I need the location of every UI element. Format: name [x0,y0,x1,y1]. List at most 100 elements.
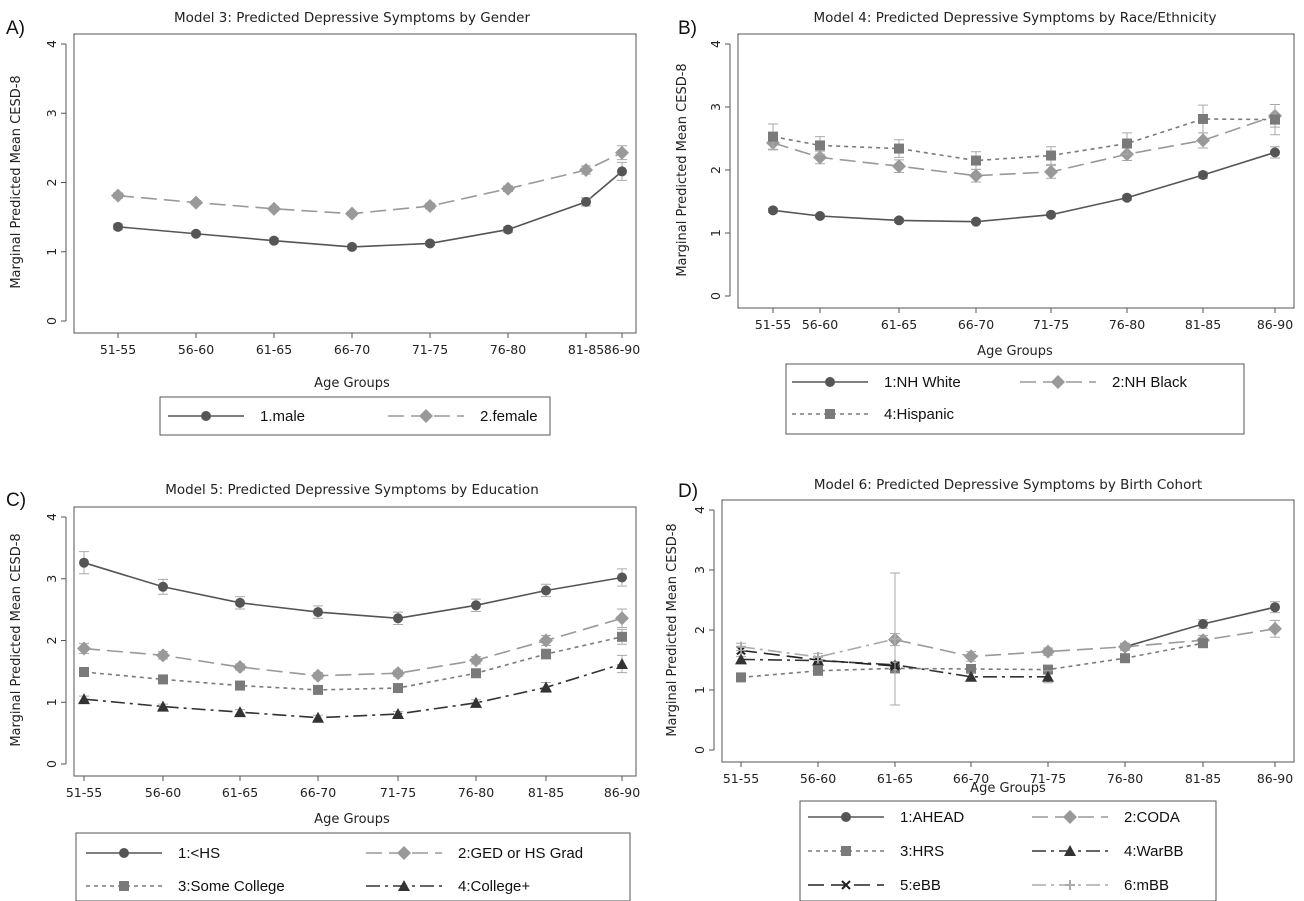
y-tick-label: 0 [708,292,723,300]
y-tick-label: 3 [44,109,59,117]
chart-title: Model 5: Predicted Depressive Symptoms b… [165,482,539,498]
data-point [470,696,482,708]
data-point [392,707,404,719]
series-line [772,151,1276,223]
data-point [1198,619,1208,629]
data-point [1198,113,1208,124]
x-axis-label: Age Groups [314,376,390,391]
legend: 1.male 2.female [159,396,551,436]
data-point [423,199,437,214]
legend-entry: 1.male [260,408,305,425]
data-point [815,210,825,221]
data-point [1118,639,1132,654]
y-axis-label: Marginal Predicted Mean CESD-8 [9,75,24,288]
data-point [617,631,627,642]
data-point [579,163,593,178]
series-line [83,617,623,677]
legend-entry: 1:AHEAD [900,809,964,826]
data-point [890,634,900,644]
data-point [541,585,551,596]
data-point [581,196,591,207]
x-tick-label: 66-70 [334,342,370,357]
y-tick-label: 2 [708,166,723,174]
data-point [503,224,513,235]
y-tick-label: 1 [708,229,723,237]
data-point [111,188,125,203]
series-line [117,170,623,248]
x-tick-label: 66-70 [953,771,989,786]
x-tick-label: 51-55 [66,785,102,800]
x-axis-label: Age Groups [977,344,1053,359]
legend: 1:AHEAD 2:CODA 3:HRS 4:WarBB 5:eBB 6:mBB [799,800,1217,901]
data-point [1198,638,1208,649]
panel-letter: C) [6,490,26,511]
legend-swatch-marker [119,881,129,891]
data-point [1046,209,1056,220]
x-tick-label: 71-75 [1030,771,1066,786]
y-tick-label: 4 [44,40,59,48]
legend-entry: 2.female [480,408,538,425]
y-tick-label: 2 [692,626,707,634]
data-point [77,641,91,656]
x-tick-label: 56-60 [800,771,836,786]
data-point [539,633,553,648]
data-point [471,600,481,611]
data-point [1270,147,1280,158]
data-point [269,235,279,246]
legend-entry: 4:Hispanic [884,406,955,423]
data-point [393,613,403,624]
y-tick-label: 1 [44,248,59,256]
x-tick-label: 51-55 [100,342,136,357]
x-tick-label: 76-80 [490,342,526,357]
data-point [1270,114,1280,125]
data-point [1044,164,1058,179]
series-line [83,663,623,719]
data-point [892,159,906,174]
series-2 [111,145,629,221]
x-tick-label: 81-85 [1185,771,1221,786]
x-tick-label: 86-90 [604,785,640,800]
y-tick-label: 0 [692,746,707,754]
data-point [894,215,904,226]
legend-entry: 5:eBB [900,877,941,894]
data-point [964,649,978,664]
data-point [1198,170,1208,181]
data-point [1270,602,1280,613]
plot-frame [737,33,1295,309]
data-point [234,706,246,718]
y-tick-label: 0 [44,760,59,768]
y-tick-label: 1 [692,686,707,694]
data-point [189,195,203,210]
data-point [615,611,629,626]
data-point [894,143,904,154]
legend-entry: 4:WarBB [1124,843,1183,860]
y-tick-label: 4 [708,40,723,48]
data-point [313,607,323,618]
data-point [1120,653,1130,664]
x-tick-label: 51-55 [755,317,791,332]
data-point [768,205,778,216]
data-point [617,166,627,177]
legend-swatch-marker [398,880,410,891]
data-point [313,684,323,695]
y-tick-label: 1 [44,698,59,706]
chart-panel-1: A) Model 3: Predicted Depressive Symptoms… [6,10,640,436]
series-6 [736,572,900,706]
series-1 [79,551,627,625]
x-tick-label: 61-65 [881,317,917,332]
legend-swatch-marker [1063,810,1077,824]
legend-box [75,832,631,901]
data-point [1043,664,1053,675]
legend-swatch-marker [1064,845,1076,856]
data-point [966,664,976,674]
data-point [191,228,201,239]
legend-swatch-marker [841,846,851,856]
x-tick-label: 56-60 [802,317,838,332]
x-tick-label: 76-80 [1107,771,1143,786]
y-axis-label: Marginal Predicted Mean CESD-8 [9,533,24,746]
legend-entry: 1:NH White [884,374,961,391]
plot-frame [721,499,1295,763]
data-point [615,145,629,160]
series-2 [766,103,1282,183]
data-point [158,581,168,592]
